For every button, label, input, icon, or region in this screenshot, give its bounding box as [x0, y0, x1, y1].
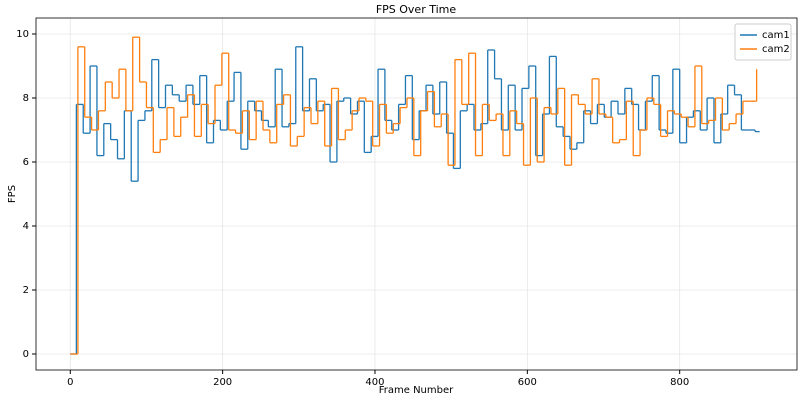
x-tick-label: 400	[365, 377, 384, 388]
y-tick-label: 10	[16, 29, 29, 40]
x-tick-label: 0	[67, 377, 73, 388]
x-tick-label: 600	[518, 377, 537, 388]
y-tick-label: 8	[23, 93, 29, 104]
legend-label: cam2	[762, 44, 790, 55]
x-tick-label: 200	[213, 377, 232, 388]
plot-frame	[35, 17, 798, 371]
x-axis-label: Frame Number	[379, 385, 454, 396]
y-tick-label: 4	[23, 221, 29, 232]
chart-title: FPS Over Time	[376, 3, 457, 16]
y-tick-label: 0	[23, 349, 29, 360]
y-axis-label: FPS	[7, 185, 18, 203]
legend-label: cam1	[762, 30, 790, 41]
legend-box	[734, 23, 792, 61]
series-line	[70, 36, 758, 355]
x-tick-label: 800	[670, 377, 689, 388]
series-line	[70, 46, 760, 355]
y-tick-label: 6	[23, 157, 29, 168]
y-tick-label: 2	[23, 285, 29, 296]
